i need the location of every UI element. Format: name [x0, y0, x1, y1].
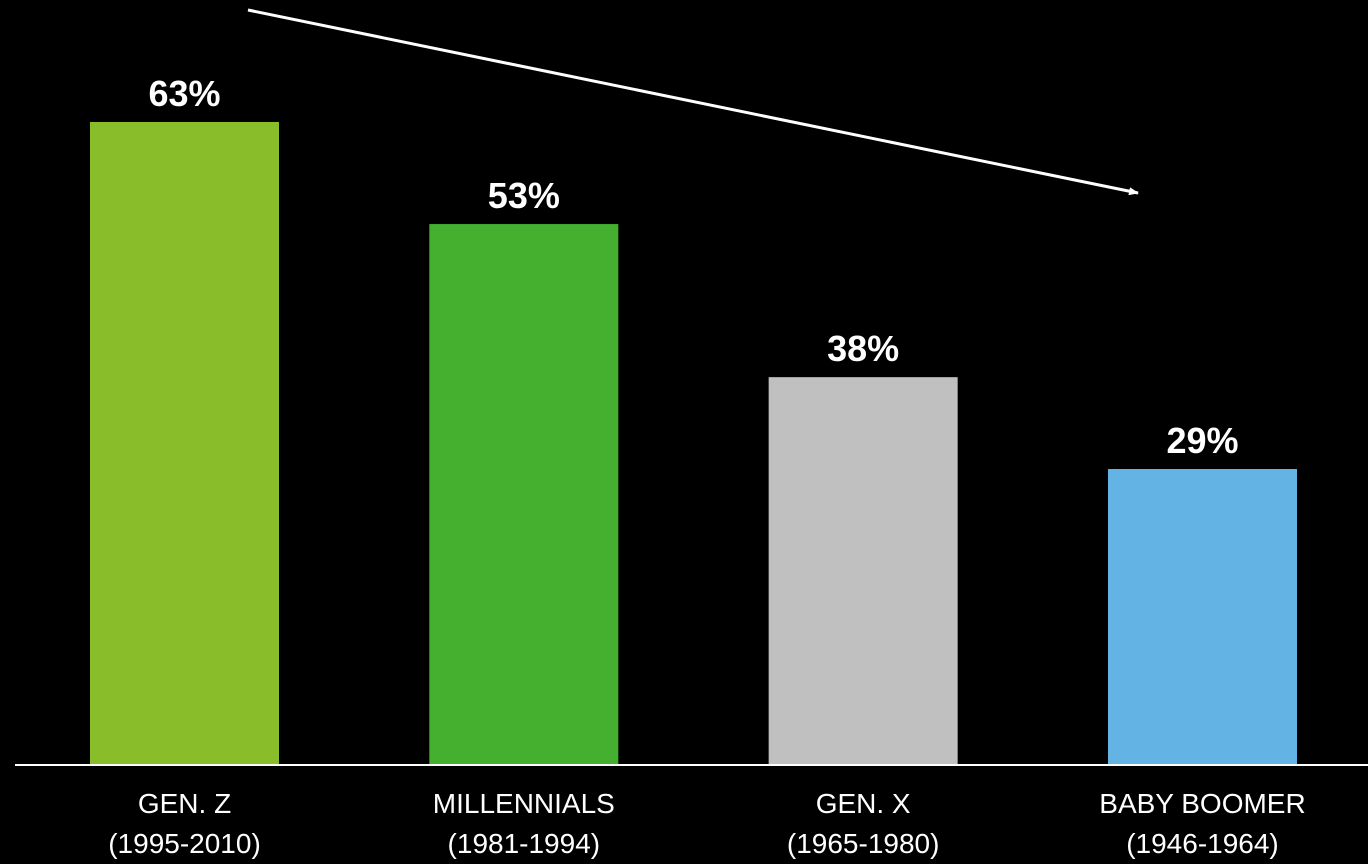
bar-value-label-3: 29% — [1166, 420, 1238, 461]
category-range-label-2: (1965-1980) — [787, 828, 940, 859]
bar-value-label-1: 53% — [488, 175, 560, 216]
category-name-label-1: MILLENNIALS — [433, 788, 615, 819]
category-name-label-2: GEN. X — [816, 788, 911, 819]
bar-2 — [768, 377, 958, 765]
category-labels-group: GEN. Z (1995-2010) MILLENNIALS (1981-1994) G… — [108, 788, 1305, 859]
bar-value-label-2: 38% — [827, 328, 899, 369]
category-range-label-1: (1981-1994) — [448, 828, 601, 859]
bar-value-label-0: 63% — [148, 73, 220, 114]
category-range-label-3: (1946-1964) — [1126, 828, 1279, 859]
value-labels-group: 63% 53% 38% 29% — [148, 73, 1238, 461]
bar-3 — [1107, 469, 1297, 765]
trend-arrow — [247, 8, 1139, 196]
category-name-label-3: BABY BOOMER — [1099, 788, 1305, 819]
bar-0 — [90, 122, 279, 765]
bar-1 — [429, 224, 619, 766]
category-name-label-0: GEN. Z — [138, 788, 231, 819]
bars-group — [90, 122, 1297, 766]
category-range-label-0: (1995-2010) — [108, 828, 261, 859]
